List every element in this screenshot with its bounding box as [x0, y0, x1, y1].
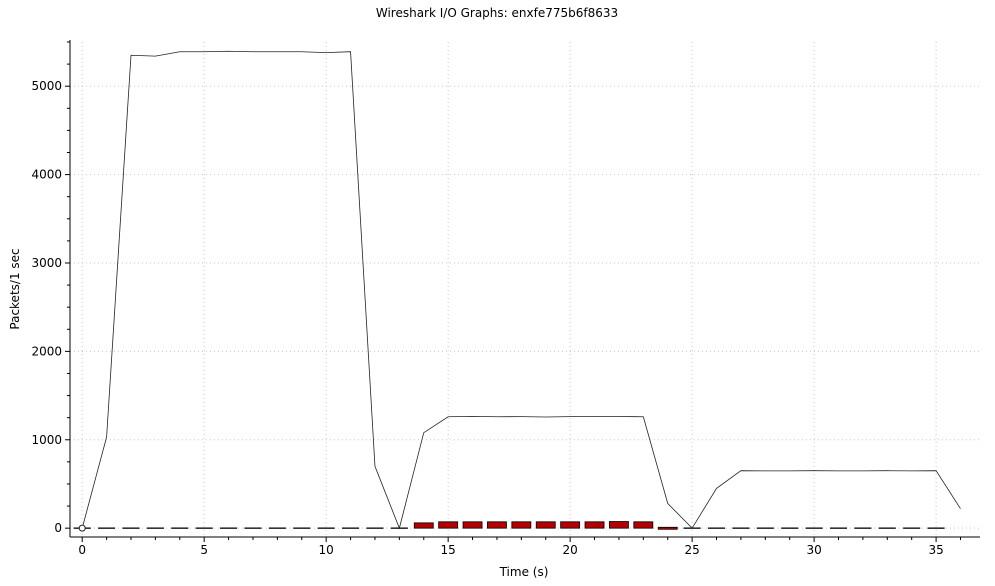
bar	[462, 521, 483, 529]
bar	[511, 521, 532, 529]
line-series	[78, 50, 961, 532]
bar	[560, 521, 581, 529]
bar	[487, 521, 507, 529]
y-tick-label: 5000	[31, 79, 62, 93]
y-tick-label: 4000	[31, 168, 62, 182]
bar	[438, 521, 459, 529]
bar	[413, 522, 434, 529]
bar	[657, 526, 678, 530]
bar	[584, 521, 605, 529]
x-tick-label: 0	[78, 543, 86, 557]
x-tick-label: 35	[928, 543, 943, 557]
grid	[70, 42, 980, 537]
x-tick-label: 30	[806, 543, 821, 557]
bar	[609, 521, 629, 529]
x-tick-label: 25	[684, 543, 699, 557]
x-axis-label: Time (s)	[499, 565, 549, 579]
chart-title: Wireshark I/O Graphs: enxfe775b6f8633	[376, 6, 618, 20]
y-tick-label: 1000	[31, 433, 62, 447]
x-tick-label: 10	[319, 543, 334, 557]
x-tick-label: 5	[200, 543, 208, 557]
y-tick-label: 0	[54, 521, 62, 535]
bar-series	[413, 521, 678, 530]
bar	[535, 521, 556, 529]
y-tick-label: 3000	[31, 256, 62, 270]
axes: 0 5 10 15 20 25 30 35 0 1000 2000 3000 4000 5000	[31, 40, 980, 557]
packet-rate-line	[81, 50, 961, 530]
x-tick-label: 20	[562, 543, 577, 557]
x-tick-label: 15	[441, 543, 456, 557]
start-marker	[78, 524, 86, 532]
y-tick-label: 2000	[31, 344, 62, 358]
y-axis-label: Packets/1 sec	[8, 248, 22, 329]
bar	[633, 521, 654, 529]
